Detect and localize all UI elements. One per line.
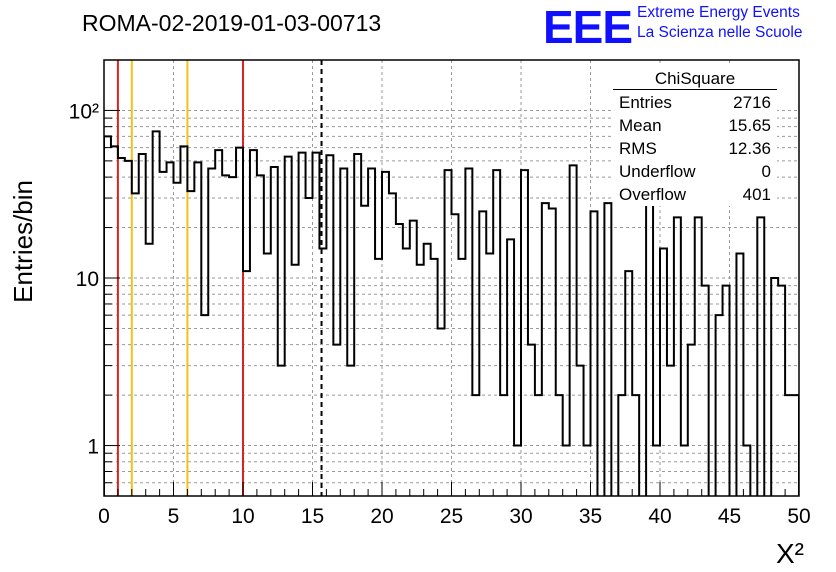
stat-value: 12.36 [728,139,771,158]
stat-key: RMS [619,139,657,158]
stats-divider [613,89,777,90]
stat-value: 0 [761,162,771,181]
y-tick-label: 10² [69,100,99,123]
stat-key: Entries [619,93,672,112]
x-tick-label: 20 [370,505,393,528]
x-tick-label: 40 [648,505,671,528]
page-title: ROMA-02-2019-01-03-00713 [82,10,382,36]
x-tick-label: 45 [718,505,741,528]
tagline-line1: Extreme Energy Events [637,4,800,21]
stat-key: Overflow [619,185,687,204]
reference-lines [116,60,323,496]
stat-value: 401 [742,185,771,204]
tick-labels: 0 5 10 15 20 25 30 35 40 45 50 1 10 10² [69,100,811,528]
histogram-series [104,130,799,496]
x-tick-label: 10 [231,505,254,528]
stat-value: 2716 [733,93,771,112]
x-tick-label: 15 [301,505,324,528]
x-tick-label: 35 [579,505,602,528]
stat-row-entries: Entries 2716 [619,93,771,115]
x-tick-label: 25 [440,505,463,528]
x-tick-label: 30 [509,505,532,528]
stat-row-mean: Mean 15.65 [619,116,771,138]
stats-box: ChiSquare Entries 2716 Mean 15.65 RMS 12… [613,66,777,206]
axis-ticks [103,109,800,496]
stat-key: Underflow [619,162,696,181]
tagline-line2: La Scienza nelle Scuole [637,24,803,41]
x-tick-label: 50 [787,505,810,528]
stat-value: 15.65 [728,116,771,135]
stat-row-overflow: Overflow 401 [619,185,771,207]
stat-row-rms: RMS 12.36 [619,139,771,161]
y-tick-label: 10 [76,268,99,291]
eee-logo: EEE [543,1,633,53]
y-tick-label: 1 [87,436,99,459]
x-axis-title: X² [776,538,804,569]
stats-title: ChiSquare [654,69,736,88]
y-axis-title: Entries/bin [8,180,38,303]
x-tick-label: 0 [98,505,110,528]
stat-row-underflow: Underflow 0 [619,162,771,184]
x-tick-label: 5 [168,505,180,528]
stat-key: Mean [619,116,662,135]
